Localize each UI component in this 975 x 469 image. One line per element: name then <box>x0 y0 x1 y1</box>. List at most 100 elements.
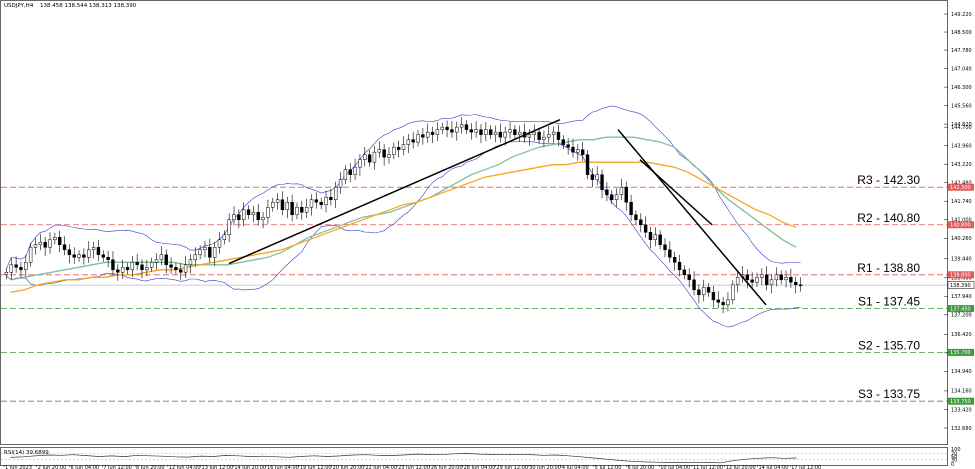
level-label-4: S2 - 135.70 <box>858 338 920 352</box>
candle-body-160 <box>779 274 783 281</box>
candle-body-130 <box>634 214 638 220</box>
candle-body-85 <box>416 134 420 143</box>
y-tick-label-11: 141.740 <box>951 199 972 205</box>
candle-body-63 <box>309 199 314 208</box>
candle-body-49 <box>241 209 246 220</box>
candle-body-97 <box>474 129 478 133</box>
candle-body-110 <box>537 131 541 140</box>
candle-body-149 <box>726 299 730 306</box>
trendline-2 <box>639 159 713 226</box>
candle-body-46 <box>227 219 231 236</box>
candle-body-42 <box>208 247 212 258</box>
candle-body-37 <box>183 264 188 273</box>
candle-body-50 <box>246 209 251 215</box>
candle-body-16 <box>82 254 86 258</box>
x-tick-label-0: 1 Jun 2023 <box>5 465 32 469</box>
candle-body-106 <box>518 131 522 135</box>
candle-body-62 <box>304 206 309 213</box>
rsi-line <box>10 453 797 464</box>
x-tick-label-4: 8 Jun 20:00 <box>136 465 165 469</box>
candle-body-81 <box>396 146 401 150</box>
candle-body-90 <box>440 126 444 130</box>
last-price-tag-text: 138.390 <box>950 283 971 289</box>
candle-body-84 <box>411 139 415 143</box>
candle-body-157 <box>764 274 769 286</box>
y-tick-label-13: 140.260 <box>951 236 972 242</box>
candle-body-68 <box>334 186 338 200</box>
candle-body-40 <box>198 249 202 256</box>
candle-body-128 <box>624 186 628 203</box>
candle-body-119 <box>580 149 585 155</box>
candle-body-154 <box>750 279 754 283</box>
candle-body-35 <box>174 267 178 271</box>
symbol-header: USDJPY,H4 <box>4 3 34 9</box>
y-tick-label-22: 133.420 <box>951 407 972 413</box>
x-tick-label-20: 10 Jul 04:00 <box>660 465 690 469</box>
candle-body-3 <box>19 267 23 271</box>
y-tick-label-21: 134.160 <box>951 389 972 395</box>
moving-average-1 <box>10 161 797 293</box>
candle-body-38 <box>188 259 193 266</box>
candle-body-19 <box>96 247 101 256</box>
y-tick-label-10: 142.480 <box>951 181 972 187</box>
candle-body-98 <box>479 129 483 135</box>
level-price-tags: 142.300 140.800 138.800 137.450 135.700 133.7… <box>947 183 975 405</box>
candle-body-60 <box>295 206 299 215</box>
candle-body-133 <box>648 232 653 241</box>
x-tick-label-23: 14 Jul 04:00 <box>758 465 788 469</box>
rsi-header: RSI(14) 39.6899 <box>4 450 49 456</box>
y-tick-label-3: 147.040 <box>951 66 972 72</box>
candle-body-75 <box>367 154 372 163</box>
y-tick-label-17: 137.200 <box>951 313 972 319</box>
candle-body-162 <box>789 277 793 283</box>
x-tick-label-6: 13 Jun 12:00 <box>202 465 234 469</box>
time-axis: 1 Jun 2023 2 Jun 20:00 6 Jun 04:00 7 Jun 12… <box>3 465 821 469</box>
candle-body-142 <box>692 279 696 291</box>
candle-body-48 <box>237 214 241 220</box>
candle-body-77 <box>377 149 381 153</box>
last-price-tag-bg <box>947 281 975 289</box>
candle-body-111 <box>542 136 546 140</box>
candle-body-147 <box>716 299 720 303</box>
x-tick-label-3: 7 Jun 12:00 <box>103 465 132 469</box>
y-tick-label-20: 134.940 <box>951 369 972 375</box>
y-tick-label-5: 145.560 <box>951 103 972 109</box>
candle-body-22 <box>111 259 115 271</box>
candle-body-2 <box>14 264 18 268</box>
candle-body-41 <box>203 247 207 251</box>
rsi-tick-label-0: 100 <box>951 447 961 453</box>
candle-body-113 <box>551 131 556 135</box>
y-tick-label-15: 138.680 <box>951 276 972 282</box>
level-label-3: S1 - 137.45 <box>858 295 920 309</box>
level-tag-text-1: 140.800 <box>950 223 971 229</box>
x-tick-label-13: 26 Jun 20:00 <box>431 465 463 469</box>
candle-body-0 <box>4 272 9 276</box>
price-axis: 149.220 148.500 147.780 147.040 146.300 145.5… <box>944 12 972 432</box>
candle-body-139 <box>677 262 682 271</box>
x-tick-label-10: 20 Jun 20:00 <box>333 465 365 469</box>
candle-body-73 <box>358 159 362 168</box>
candle-body-76 <box>372 151 377 163</box>
candle-body-58 <box>285 201 289 210</box>
trendline-0 <box>228 118 561 265</box>
candle-body-89 <box>435 129 440 135</box>
candle-body-47 <box>232 214 236 220</box>
level-tag-text-5: 133.750 <box>950 399 971 405</box>
rsi-tick-label-1: 70 <box>951 451 957 457</box>
candle-body-145 <box>706 287 711 293</box>
candle-body-124 <box>605 189 609 195</box>
level-label-2: R1 - 138.80 <box>857 261 920 275</box>
candle-body-7 <box>38 242 43 246</box>
y-tick-label-0: 149.220 <box>951 12 972 18</box>
level-tag-text-4: 135.700 <box>950 350 971 356</box>
rsi-tick-label-4: 0 <box>951 462 954 468</box>
candlesticks <box>4 117 803 314</box>
candle-body-29 <box>145 267 149 271</box>
candle-body-148 <box>721 302 725 306</box>
candle-body-11 <box>57 237 62 246</box>
level-tag-text-0: 142.300 <box>950 185 971 191</box>
x-tick-label-18: 5 Jul 12:00 <box>595 465 622 469</box>
candle-body-78 <box>382 149 386 158</box>
candle-body-129 <box>629 201 633 215</box>
candle-body-36 <box>179 269 183 273</box>
